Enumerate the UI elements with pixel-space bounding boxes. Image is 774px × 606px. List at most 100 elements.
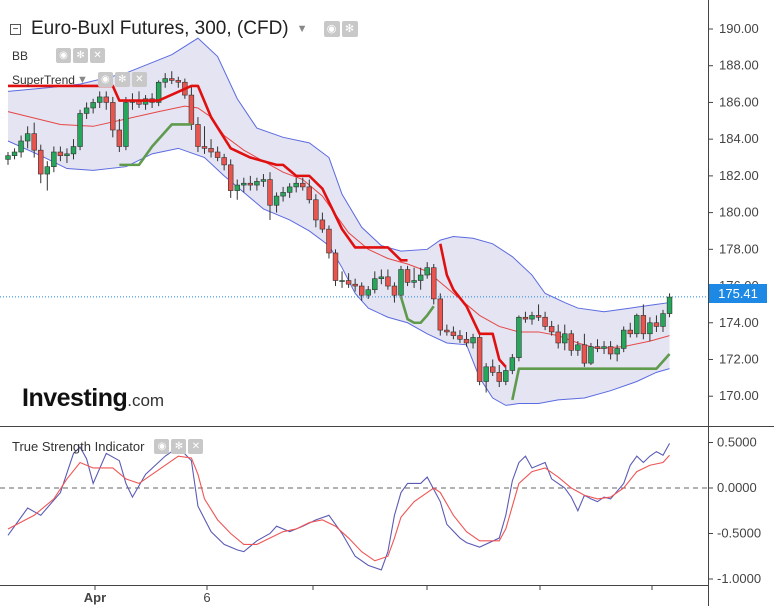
candle[interactable] <box>489 359 496 377</box>
candle[interactable] <box>358 282 365 301</box>
candle[interactable] <box>57 146 64 162</box>
candle[interactable] <box>155 80 162 107</box>
candle[interactable] <box>437 293 443 336</box>
candle[interactable] <box>313 194 319 228</box>
candle[interactable] <box>11 148 18 160</box>
candle[interactable] <box>280 186 286 202</box>
candle[interactable] <box>444 324 450 336</box>
candle[interactable] <box>241 177 247 193</box>
candle[interactable] <box>286 183 293 198</box>
bb-label[interactable]: BB <box>12 48 29 63</box>
candle[interactable] <box>273 192 280 213</box>
candle[interactable] <box>5 152 11 165</box>
candle[interactable] <box>365 286 371 299</box>
candle[interactable] <box>535 304 542 321</box>
dropdown-caret-icon[interactable]: ▼ <box>296 23 308 35</box>
candle[interactable] <box>568 330 575 356</box>
candle[interactable] <box>575 341 581 356</box>
candle[interactable] <box>306 179 312 204</box>
candle[interactable] <box>581 333 588 367</box>
candle[interactable] <box>195 117 201 153</box>
candle[interactable] <box>339 271 345 288</box>
candle[interactable] <box>483 363 489 393</box>
candle[interactable] <box>103 91 109 110</box>
candle[interactable] <box>607 341 614 360</box>
eye-icon[interactable]: ◉ <box>97 72 113 87</box>
candle[interactable] <box>201 126 208 154</box>
candle[interactable] <box>326 225 332 259</box>
candle[interactable] <box>660 309 666 332</box>
candle[interactable] <box>254 177 260 191</box>
candle[interactable] <box>260 174 267 187</box>
candle[interactable] <box>31 122 37 158</box>
candle[interactable] <box>51 146 57 173</box>
eye-icon[interactable]: ◉ <box>56 48 72 63</box>
tsi-label[interactable]: True Strength Indicator <box>12 439 145 454</box>
candle[interactable] <box>620 326 627 353</box>
candle[interactable] <box>404 265 411 287</box>
candle[interactable] <box>666 293 673 318</box>
candle[interactable] <box>503 366 509 386</box>
candle[interactable] <box>116 118 123 153</box>
candle[interactable] <box>601 341 607 354</box>
candle[interactable] <box>175 76 181 88</box>
eye-icon[interactable]: ◉ <box>323 21 340 37</box>
candle[interactable] <box>542 311 548 331</box>
close-icon[interactable]: ✕ <box>90 48 106 63</box>
candle[interactable] <box>24 126 31 149</box>
candle[interactable] <box>548 320 555 336</box>
candle[interactable] <box>18 135 24 158</box>
candle[interactable] <box>398 265 404 299</box>
candle[interactable] <box>70 139 77 160</box>
gear-icon[interactable]: ✻ <box>114 72 130 87</box>
gear-icon[interactable]: ✻ <box>73 48 89 63</box>
candle[interactable] <box>385 269 391 290</box>
candle[interactable] <box>293 177 299 193</box>
candle[interactable] <box>228 159 234 198</box>
candle[interactable] <box>424 262 430 279</box>
candle[interactable] <box>64 148 70 164</box>
candle[interactable] <box>123 96 129 151</box>
candle[interactable] <box>169 71 175 85</box>
candle[interactable] <box>352 278 358 292</box>
candle[interactable] <box>221 153 227 171</box>
eye-icon[interactable]: ◉ <box>154 439 170 454</box>
candle[interactable] <box>319 212 326 233</box>
candle[interactable] <box>345 273 352 288</box>
symbol-title[interactable]: Euro-Buxl Futures, 300, (CFD) <box>31 18 289 39</box>
candle[interactable] <box>90 98 96 114</box>
gear-icon[interactable]: ✻ <box>171 439 187 454</box>
candle[interactable] <box>529 311 535 325</box>
candle[interactable] <box>509 353 516 375</box>
candle[interactable] <box>431 264 437 305</box>
gear-icon[interactable]: ✻ <box>341 21 358 37</box>
candle[interactable] <box>555 324 561 349</box>
candle[interactable] <box>496 364 502 388</box>
candle[interactable] <box>267 172 273 220</box>
candle[interactable] <box>627 322 633 338</box>
candle[interactable] <box>653 315 660 332</box>
candle[interactable] <box>110 96 116 138</box>
candle[interactable] <box>562 324 568 351</box>
candle[interactable] <box>77 109 83 151</box>
close-icon[interactable]: ✕ <box>188 439 204 454</box>
candle[interactable] <box>332 249 339 287</box>
candle[interactable] <box>208 139 214 158</box>
candle[interactable] <box>38 144 44 184</box>
candle[interactable] <box>463 331 470 347</box>
candle[interactable] <box>594 339 601 353</box>
candle[interactable] <box>44 161 51 191</box>
candle[interactable] <box>300 177 306 191</box>
candle[interactable] <box>417 267 424 290</box>
candle[interactable] <box>640 304 647 340</box>
supertrend-label[interactable]: SuperTrend <box>12 72 75 87</box>
candle[interactable] <box>647 317 653 342</box>
candle[interactable] <box>214 146 221 162</box>
candle[interactable] <box>450 326 457 340</box>
candle[interactable] <box>457 330 463 343</box>
tsi-pane[interactable] <box>0 443 708 571</box>
candle[interactable] <box>614 344 620 362</box>
candle[interactable] <box>634 313 640 338</box>
collapse-icon[interactable]: − <box>10 23 21 35</box>
candle[interactable] <box>234 179 240 200</box>
